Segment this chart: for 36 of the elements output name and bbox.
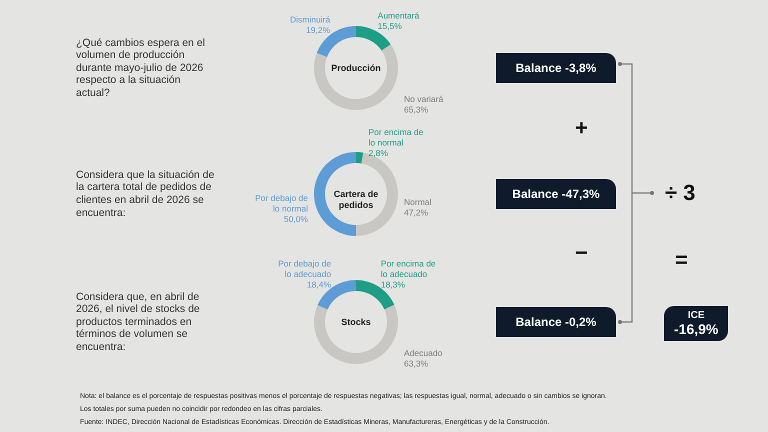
- text: Balance -47,3%: [496, 179, 616, 209]
- slice-label: Aumentará: [378, 10, 420, 20]
- text: ¿Qué cambios espera en el volumen de producción durante mayo-julio de 2026 respecto a la situación actual?: [76, 36, 206, 100]
- text: −: [575, 240, 588, 266]
- donut-slice: [314, 304, 398, 364]
- donut-slice: [314, 44, 398, 110]
- text: Cartera de pedidos: [334, 189, 378, 210]
- data-label: 18,4%: [306, 280, 332, 290]
- text: Stocks: [341, 317, 371, 327]
- data-label: 65,3%: [404, 104, 429, 114]
- data-label: 47,2%: [404, 207, 429, 218]
- slice-label: Por debajo de lo normal: [255, 193, 308, 214]
- text: =: [675, 247, 688, 273]
- data-label: 50,0%: [284, 214, 308, 224]
- text: +: [575, 115, 588, 141]
- text: Balance -0,2%: [496, 307, 616, 337]
- slice-label: Por encima de lo adecuado: [380, 258, 436, 279]
- slice-label: Disminuirá: [290, 14, 330, 24]
- data-label: 15,5%: [378, 20, 402, 31]
- text: ICE: [686, 310, 706, 321]
- slice-label: Adecuado: [404, 348, 443, 358]
- data-label: 19,2%: [306, 24, 331, 35]
- text: Considera que la situación de la cartera total de pedidos de clientes en abril de 2026 se encuentra:: [76, 168, 216, 220]
- data-label: 2,8%: [368, 148, 388, 158]
- text: -16,9%: [674, 321, 718, 337]
- text: Producción: [331, 63, 381, 73]
- slice-label: No variará: [404, 94, 444, 104]
- text: ÷ 3: [665, 180, 696, 206]
- data-label: 63,3%: [404, 358, 429, 368]
- donut-slice: [356, 152, 364, 164]
- text: Considera que, en abril de 2026, el nivel de stocks de productos terminados en términos de volumen se encuentra:: [76, 290, 201, 354]
- data-label: 18,3%: [380, 279, 406, 290]
- text: Balance -3,8%: [496, 53, 616, 83]
- slice-label: Por encima de lo normal: [368, 127, 424, 148]
- slice-label: Normal: [404, 196, 432, 207]
- slice-label: Por debajo de lo adecuado: [278, 258, 332, 280]
